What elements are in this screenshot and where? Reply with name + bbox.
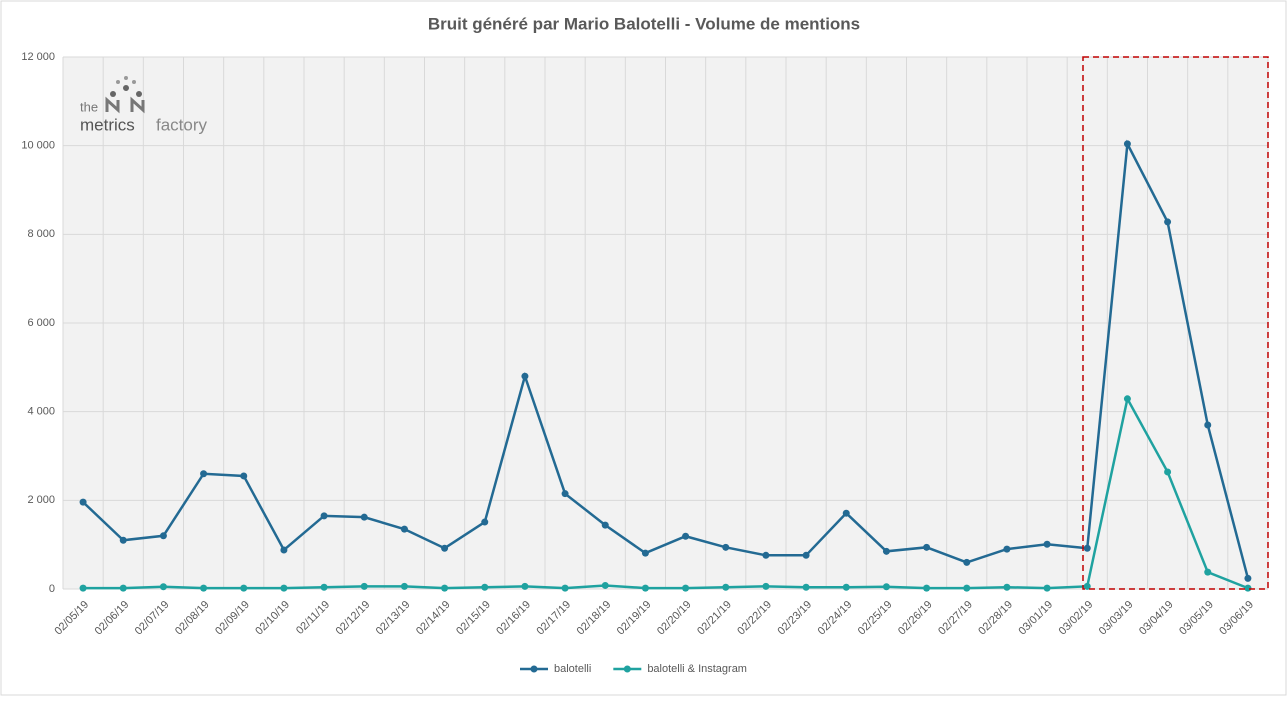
logo-dot bbox=[116, 80, 120, 84]
y-tick-label: 12 000 bbox=[21, 51, 55, 63]
y-tick-label: 0 bbox=[49, 583, 55, 595]
data-point bbox=[360, 582, 368, 590]
data-point bbox=[641, 584, 649, 592]
data-point bbox=[481, 518, 489, 526]
data-point bbox=[79, 584, 87, 592]
data-point bbox=[722, 543, 730, 551]
legend-label: balotelli & Instagram bbox=[647, 663, 747, 675]
y-tick-label: 2 000 bbox=[27, 494, 55, 506]
data-point bbox=[1003, 583, 1011, 591]
data-point bbox=[1083, 582, 1091, 590]
y-tick-label: 10 000 bbox=[21, 140, 55, 152]
logo-dot bbox=[124, 76, 128, 80]
data-point bbox=[200, 470, 208, 478]
logo-dot bbox=[123, 85, 129, 91]
data-point bbox=[882, 547, 890, 555]
series-line bbox=[82, 139, 1250, 579]
data-point bbox=[1164, 218, 1172, 226]
data-point bbox=[601, 581, 609, 589]
data-point bbox=[1164, 468, 1172, 476]
legend-marker bbox=[623, 665, 631, 673]
data-point bbox=[561, 584, 569, 592]
data-point bbox=[441, 544, 449, 552]
legend-label: balotelli bbox=[554, 663, 591, 675]
y-tick-label: 6 000 bbox=[27, 317, 55, 329]
data-point bbox=[320, 583, 328, 591]
data-point bbox=[802, 583, 810, 591]
data-point bbox=[521, 582, 529, 590]
data-point bbox=[441, 584, 449, 592]
data-point bbox=[682, 532, 690, 540]
data-point bbox=[400, 582, 408, 590]
data-point bbox=[79, 498, 87, 506]
data-point bbox=[963, 558, 971, 566]
data-point bbox=[1244, 574, 1252, 582]
y-tick-label: 8 000 bbox=[27, 228, 55, 240]
data-point bbox=[842, 583, 850, 591]
data-point bbox=[119, 584, 127, 592]
data-point bbox=[722, 583, 730, 591]
data-point bbox=[400, 525, 408, 533]
data-point bbox=[1123, 140, 1131, 148]
data-point bbox=[842, 509, 850, 517]
data-point bbox=[641, 549, 649, 557]
series-line bbox=[83, 395, 1249, 590]
y-tick-label: 4 000 bbox=[27, 406, 55, 418]
data-point bbox=[240, 472, 248, 480]
data-point bbox=[561, 490, 569, 498]
logo-word: factory bbox=[156, 115, 208, 134]
data-point bbox=[119, 536, 127, 544]
data-point bbox=[1204, 568, 1212, 576]
highlight-box bbox=[1082, 56, 1269, 590]
data-point bbox=[360, 513, 368, 521]
data-point bbox=[1123, 395, 1131, 403]
data-point bbox=[802, 551, 810, 559]
data-point bbox=[963, 584, 971, 592]
data-point bbox=[682, 584, 690, 592]
data-point bbox=[1003, 545, 1011, 553]
data-point bbox=[923, 543, 931, 551]
data-point bbox=[1204, 421, 1212, 429]
logo-word: metrics bbox=[80, 115, 135, 134]
data-point bbox=[280, 546, 288, 554]
data-point bbox=[521, 372, 529, 380]
logo-dot bbox=[132, 80, 136, 84]
data-point bbox=[1083, 544, 1091, 552]
chart-title: Bruit généré par Mario Balotelli - Volum… bbox=[428, 14, 860, 33]
data-point bbox=[762, 582, 770, 590]
data-point bbox=[159, 532, 167, 540]
logo-dot bbox=[110, 91, 116, 97]
data-point bbox=[481, 583, 489, 591]
data-point bbox=[1043, 540, 1051, 548]
data-point bbox=[200, 584, 208, 592]
data-point bbox=[320, 512, 328, 520]
data-point bbox=[762, 551, 770, 559]
logo-prefix: the bbox=[80, 99, 98, 114]
logo-dot bbox=[136, 91, 142, 97]
data-point bbox=[159, 583, 167, 591]
data-point bbox=[1244, 584, 1252, 592]
data-point bbox=[882, 583, 890, 591]
data-point bbox=[280, 584, 288, 592]
logo-mark bbox=[105, 96, 145, 114]
data-point bbox=[240, 584, 248, 592]
data-point bbox=[923, 584, 931, 592]
data-point bbox=[601, 521, 609, 529]
data-point bbox=[1043, 584, 1051, 592]
logo: the metrics factory bbox=[80, 76, 208, 134]
legend-marker bbox=[530, 665, 538, 673]
